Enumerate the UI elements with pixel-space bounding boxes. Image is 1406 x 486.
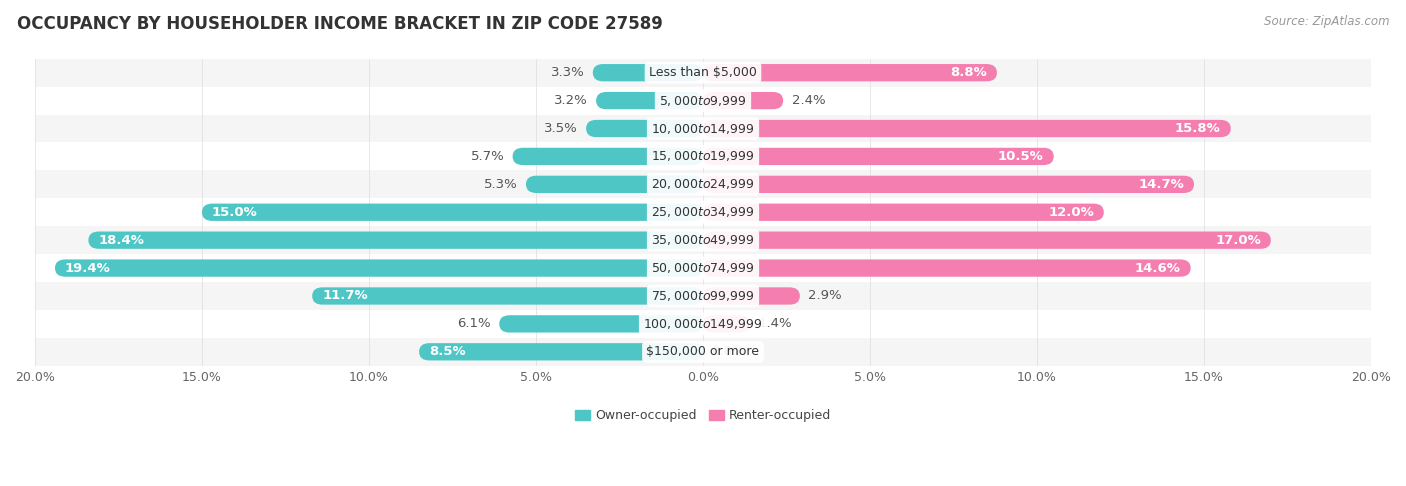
FancyBboxPatch shape: [596, 92, 703, 109]
FancyBboxPatch shape: [499, 315, 703, 332]
FancyBboxPatch shape: [703, 64, 997, 81]
FancyBboxPatch shape: [526, 175, 703, 193]
FancyBboxPatch shape: [703, 231, 1271, 249]
Text: 5.3%: 5.3%: [484, 178, 517, 191]
FancyBboxPatch shape: [586, 120, 703, 137]
FancyBboxPatch shape: [419, 343, 703, 361]
Text: $35,000 to $49,999: $35,000 to $49,999: [651, 233, 755, 247]
Bar: [35, 115, 1371, 142]
FancyBboxPatch shape: [703, 260, 1191, 277]
FancyBboxPatch shape: [703, 287, 800, 305]
Bar: [35, 282, 1371, 310]
FancyBboxPatch shape: [703, 175, 1194, 193]
Text: $10,000 to $14,999: $10,000 to $14,999: [651, 122, 755, 136]
Text: $75,000 to $99,999: $75,000 to $99,999: [651, 289, 755, 303]
Text: $25,000 to $34,999: $25,000 to $34,999: [651, 205, 755, 219]
Text: $150,000 or more: $150,000 or more: [647, 346, 759, 358]
Bar: [35, 338, 1371, 366]
FancyBboxPatch shape: [55, 260, 703, 277]
Text: 8.5%: 8.5%: [429, 346, 465, 358]
Text: 0.0%: 0.0%: [711, 346, 745, 358]
Bar: [35, 226, 1371, 254]
Text: $100,000 to $149,999: $100,000 to $149,999: [644, 317, 762, 331]
FancyBboxPatch shape: [703, 120, 1230, 137]
FancyBboxPatch shape: [513, 148, 703, 165]
FancyBboxPatch shape: [593, 64, 703, 81]
FancyBboxPatch shape: [703, 92, 783, 109]
Text: 2.4%: 2.4%: [792, 94, 825, 107]
Text: 10.5%: 10.5%: [998, 150, 1043, 163]
Text: 15.0%: 15.0%: [212, 206, 257, 219]
Text: 11.7%: 11.7%: [322, 290, 368, 302]
Text: 14.7%: 14.7%: [1139, 178, 1184, 191]
Text: 1.4%: 1.4%: [758, 317, 792, 330]
Text: 17.0%: 17.0%: [1215, 234, 1261, 247]
FancyBboxPatch shape: [312, 287, 703, 305]
Text: OCCUPANCY BY HOUSEHOLDER INCOME BRACKET IN ZIP CODE 27589: OCCUPANCY BY HOUSEHOLDER INCOME BRACKET …: [17, 15, 662, 33]
FancyBboxPatch shape: [202, 204, 703, 221]
Text: 6.1%: 6.1%: [457, 317, 491, 330]
Text: $50,000 to $74,999: $50,000 to $74,999: [651, 261, 755, 275]
Text: 12.0%: 12.0%: [1047, 206, 1094, 219]
Bar: [35, 87, 1371, 115]
Text: 14.6%: 14.6%: [1135, 261, 1181, 275]
Text: $15,000 to $19,999: $15,000 to $19,999: [651, 149, 755, 163]
Text: 18.4%: 18.4%: [98, 234, 145, 247]
Text: Source: ZipAtlas.com: Source: ZipAtlas.com: [1264, 15, 1389, 28]
Text: 8.8%: 8.8%: [950, 66, 987, 79]
Legend: Owner-occupied, Renter-occupied: Owner-occupied, Renter-occupied: [569, 404, 837, 427]
Text: 19.4%: 19.4%: [65, 261, 111, 275]
FancyBboxPatch shape: [703, 204, 1104, 221]
Text: 2.9%: 2.9%: [808, 290, 842, 302]
Text: $5,000 to $9,999: $5,000 to $9,999: [659, 94, 747, 107]
Text: 3.5%: 3.5%: [544, 122, 578, 135]
FancyBboxPatch shape: [703, 315, 749, 332]
FancyBboxPatch shape: [89, 231, 703, 249]
Bar: [35, 59, 1371, 87]
Bar: [35, 310, 1371, 338]
Text: 3.3%: 3.3%: [551, 66, 585, 79]
Text: 15.8%: 15.8%: [1175, 122, 1220, 135]
Text: 3.2%: 3.2%: [554, 94, 588, 107]
Bar: [35, 198, 1371, 226]
Text: Less than $5,000: Less than $5,000: [650, 66, 756, 79]
FancyBboxPatch shape: [703, 148, 1053, 165]
Text: 5.7%: 5.7%: [471, 150, 505, 163]
Bar: [35, 142, 1371, 171]
Bar: [35, 171, 1371, 198]
Bar: [35, 254, 1371, 282]
Text: $20,000 to $24,999: $20,000 to $24,999: [651, 177, 755, 191]
